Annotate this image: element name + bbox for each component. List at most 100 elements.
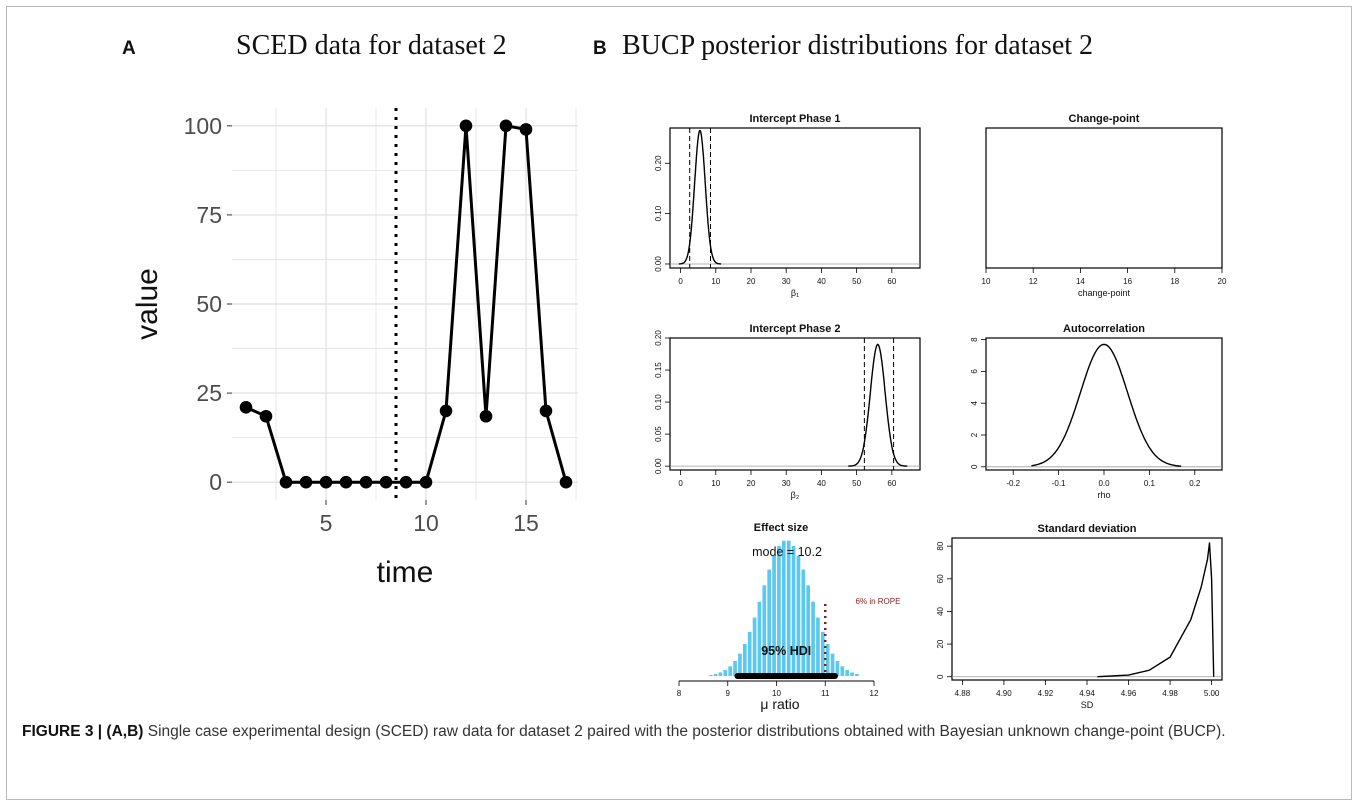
rope-label: 6% in ROPE [856,597,901,606]
histogram-bar [786,540,791,676]
hdi-label: 95% HDI [761,644,811,658]
panel-a-letter: A [122,38,136,59]
intercept-phase1-chart: Intercept Phase 1 0 10 20 30 40 50 60 0.00 0.10 0.… [654,113,921,298]
x-tick-label: 0 [678,479,683,488]
panel-title: Standard deviation [1037,523,1136,535]
panel-a-title: SCED data for dataset 2 [236,30,507,61]
data-point [239,401,253,414]
x-tick-label: 15 [513,510,539,536]
plot-frame [985,337,1223,471]
y-tick-label: 0 [209,469,222,495]
histogram-bar [708,674,713,676]
histogram-bar [855,673,859,676]
x-tick-label: 40 [817,479,826,488]
x-tick-label: 10 [982,277,991,286]
x-tick-label: 0 [678,277,683,286]
x-tick-label: 11 [821,689,830,698]
histogram-bar [718,672,723,676]
x-tick-label: 8 [677,689,682,698]
y-tick-label: 0.05 [654,426,663,442]
x-tick-label: 50 [852,277,861,286]
histogram-bar [772,555,776,676]
histogram-bar [742,643,747,676]
data-point [399,475,413,489]
y-tick-label: 60 [936,574,945,583]
histogram-bar [738,653,742,676]
data-point [319,475,333,489]
plot-frame [985,127,1223,269]
mode-label: mode = 10.2 [752,545,822,559]
data-point [559,475,573,489]
figure-caption: FIGURE 3 | (A,B) Single case experimenta… [22,721,1337,742]
histogram-bar [820,631,825,676]
data-point [299,475,313,489]
x-tick-label: 4.96 [1121,689,1137,698]
data-point [339,475,353,489]
y-tick-label: 0 [970,464,979,469]
histogram-bar [816,617,820,676]
histogram-bar [723,670,728,676]
y-tick-label: 0.20 [654,330,663,346]
x-tick-label: 0.1 [1144,479,1156,488]
data-point [539,404,553,418]
x-tick-label: 0.2 [1189,479,1201,488]
x-axis-label: time [377,556,434,589]
x-tick-label: 4.88 [955,689,971,698]
data-point [519,123,533,136]
panel-title: Change-point [1069,113,1140,125]
histogram-bar [806,585,811,676]
histogram-bar [801,569,806,676]
histogram-bar [835,661,840,676]
x-tick-label: 12 [1029,277,1038,286]
x-tick-label: 10 [711,277,720,286]
x-tick-label: -0.1 [1052,479,1066,488]
x-axis-label: change-point [1078,288,1131,298]
y-tick-label: 0.15 [654,362,663,378]
figure-frame [6,6,1352,800]
x-tick-label: 60 [887,479,896,488]
y-tick-label: 0.00 [654,458,663,474]
data-point [439,404,453,418]
x-tick-label: 18 [1170,277,1179,286]
density-curve [1031,343,1182,467]
data-point [259,409,273,423]
standard-deviation-chart: Standard deviation 4.88 4.90 4.92 4.94 4.96 4.… [936,523,1223,710]
x-tick-label: 20 [747,277,756,286]
x-tick-label: 30 [782,277,791,286]
x-tick-label: 50 [852,479,861,488]
panel-b-letter: B [593,38,607,59]
histogram-bar [767,569,772,676]
x-axis-label: μ ratio [760,696,799,712]
y-tick-label: 40 [936,606,945,615]
data-point [379,475,393,489]
panel-title: Effect size [754,522,808,534]
histogram-bar [825,643,830,676]
plot-frame [669,337,921,471]
y-tick-label: 2 [970,432,979,437]
y-tick-label: 75 [196,202,222,228]
y-tick-label: 0 [936,674,945,679]
y-tick-label: 0.10 [654,394,663,410]
panel-title: Intercept Phase 1 [749,113,840,125]
x-tick-label: 5 [320,510,333,536]
y-tick-label: 80 [936,541,945,550]
histogram-bar [811,601,815,676]
y-tick-label: 50 [196,291,222,317]
histogram-bar [830,653,835,676]
x-tick-label: 0.0 [1098,479,1110,488]
histogram-bar [791,545,796,676]
x-tick-label: 40 [817,277,826,286]
panel-title: Intercept Phase 2 [749,323,840,335]
histogram-bar [752,617,757,676]
histogram-bar [840,666,845,676]
y-tick-label: 100 [184,113,222,139]
intercept-phase2-chart: Intercept Phase 2 0 10 20 30 40 50 60 0.00 0.05 0.… [654,323,921,500]
plot-frame [951,537,1223,681]
x-tick-label: 20 [747,479,756,488]
x-tick-label: 16 [1123,277,1132,286]
x-tick-label: 4.98 [1162,689,1178,698]
histogram-bar [850,672,854,676]
y-tick-label: 25 [196,380,222,406]
panel-title: Autocorrelation [1063,323,1145,335]
data-point [459,119,473,133]
